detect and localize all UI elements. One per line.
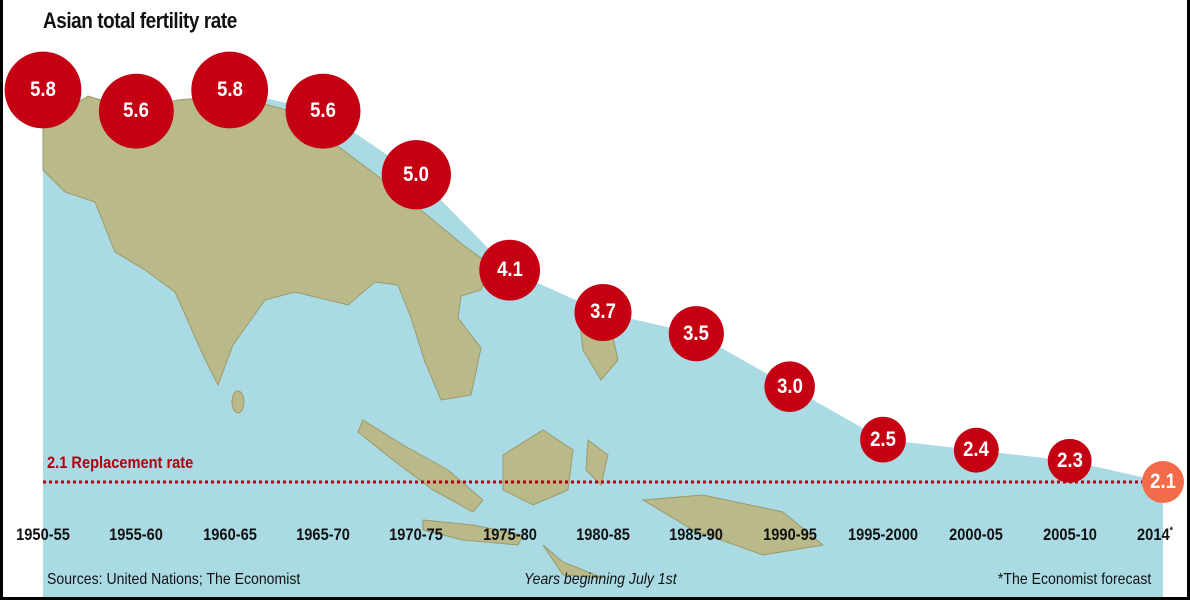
x-tick-label: 1995-2000	[848, 525, 918, 544]
bubble-group	[4, 51, 1184, 503]
value-label: 2.4	[963, 438, 990, 462]
data-bubble	[285, 73, 361, 149]
data-bubble	[953, 427, 999, 473]
value-label: 3.5	[683, 321, 710, 345]
forecast-marker: *	[1169, 525, 1173, 537]
x-tick-label: 1955-60	[109, 525, 164, 544]
x-tick-label: 1950-55	[16, 525, 70, 544]
x-tick-label: 1975-80	[482, 525, 537, 544]
data-bubble	[4, 51, 82, 129]
value-label: 5.6	[123, 99, 150, 123]
chart-title: Asian total fertility rate	[43, 8, 237, 33]
data-bubble	[381, 140, 451, 210]
data-bubble	[860, 416, 906, 463]
data-bubble	[668, 306, 724, 362]
value-label: 3.0	[776, 374, 803, 398]
value-label: 2.1	[1150, 470, 1176, 493]
axis-note: Years beginning July 1st	[524, 571, 677, 588]
x-tick-label: 2014*	[1137, 525, 1173, 544]
x-tick-label: 2005-10	[1042, 525, 1097, 544]
x-tick-label: 1980-85	[576, 525, 630, 544]
value-label: 3.7	[590, 300, 616, 324]
replacement-rate-label: 2.1 Replacement rate	[47, 453, 194, 472]
x-tick-label: 1970-75	[389, 525, 444, 544]
value-label: 5.8	[216, 78, 243, 101]
data-bubble	[574, 283, 632, 342]
value-label: 5.8	[30, 78, 56, 101]
data-bubble	[191, 51, 269, 129]
chart-svg	[4, 51, 1184, 597]
data-bubble	[1142, 461, 1184, 503]
forecast-note: *The Economist forecast	[997, 571, 1151, 588]
data-bubble	[479, 239, 541, 301]
x-tick-label: 2000-05	[949, 525, 1004, 544]
x-tick-label: 1960-65	[202, 525, 257, 544]
x-tick-label: 1965-70	[296, 525, 350, 544]
value-label: 5.0	[403, 162, 430, 186]
value-label: 4.1	[496, 258, 523, 282]
x-tick-label: 1990-95	[762, 525, 817, 544]
data-bubble	[1047, 438, 1092, 483]
data-bubble	[764, 361, 815, 412]
value-label: 2.5	[870, 427, 896, 451]
value-label: 2.3	[1056, 448, 1083, 472]
x-tick-label: 1985-90	[669, 525, 724, 544]
value-label: 5.6	[310, 99, 336, 123]
source-note: Sources: United Nations; The Economist	[47, 571, 301, 588]
data-bubble	[98, 73, 174, 149]
